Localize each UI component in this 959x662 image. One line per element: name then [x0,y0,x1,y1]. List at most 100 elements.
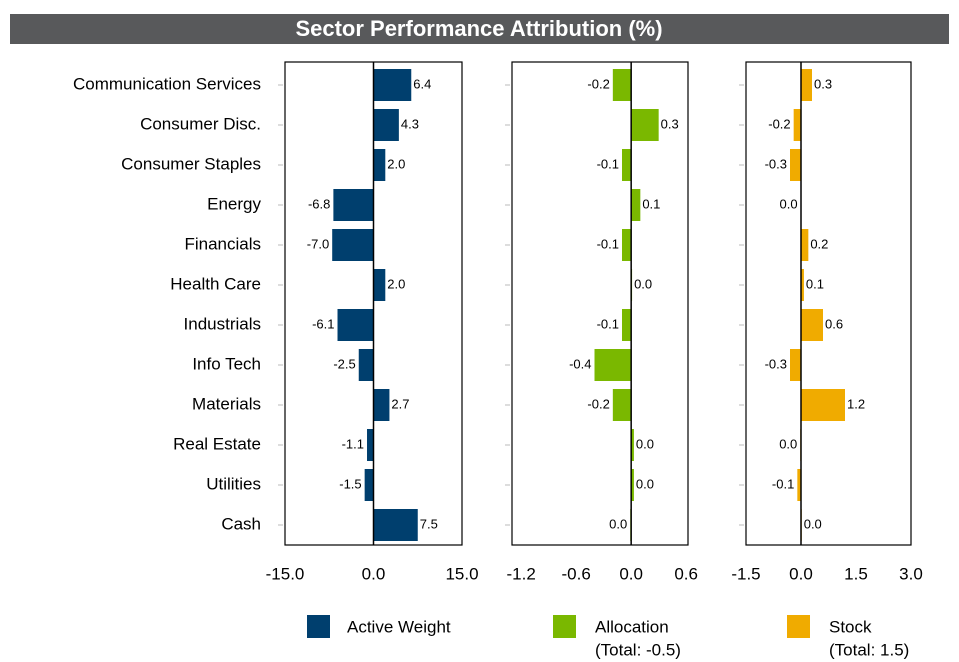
bar [358,349,374,381]
bar [373,509,418,541]
value-label: 0.3 [661,116,679,131]
value-label: -0.1 [597,156,619,171]
bar [790,349,801,381]
bar [631,469,634,501]
panel-frame [511,61,689,546]
x-tick-label: 15.0 [445,564,478,583]
bar [631,429,634,461]
value-label: 0.3 [814,76,832,91]
bar [801,269,804,301]
value-label: 0.0 [780,196,798,211]
category-label: Industrials [184,314,261,333]
x-tick-label: 0.0 [362,564,386,583]
legend-swatch [307,615,330,638]
value-label: 2.0 [387,156,405,171]
bar [801,309,823,341]
category-label: Energy [207,194,261,213]
bar [364,469,374,501]
value-label: 7.5 [420,516,438,531]
bar [373,109,399,141]
value-label: 0.0 [609,516,627,531]
x-tick-label: -0.6 [562,564,591,583]
bar [631,109,659,141]
x-tick-label: 0.0 [789,564,813,583]
value-label: 0.0 [804,516,822,531]
x-tick-label: 1.5 [844,564,868,583]
bar [373,69,412,101]
value-label: 0.2 [810,236,828,251]
panel-frame [284,61,463,546]
value-label: 0.0 [779,436,797,451]
value-label: -0.2 [587,76,609,91]
category-label: Consumer Disc. [140,114,261,133]
bar [594,349,632,381]
value-label: 2.0 [387,276,405,291]
legend-label: Stock [829,617,872,636]
value-label: -0.3 [765,156,787,171]
x-tick-label: 0.6 [674,564,698,583]
category-label: Communication Services [73,74,261,93]
value-label: 1.2 [847,396,865,411]
value-label: -0.1 [772,476,794,491]
x-tick-label: -1.5 [731,564,760,583]
legend-total: (Total: 1.5) [829,640,909,659]
x-tick-label: 3.0 [899,564,923,583]
value-label: 0.0 [636,436,654,451]
value-label: 0.1 [806,276,824,291]
value-label: -1.1 [342,436,364,451]
category-label: Cash [221,514,261,533]
bar [333,189,374,221]
legend-swatch [787,615,810,638]
bar [367,429,374,461]
value-label: 4.3 [401,116,419,131]
title-bar [10,14,949,44]
legend-swatch [553,615,576,638]
bar [373,149,386,181]
value-label: 0.6 [825,316,843,331]
bar [332,229,374,261]
value-label: -0.4 [569,356,591,371]
bar [373,389,390,421]
legend-label: Active Weight [347,617,451,636]
value-label: -6.1 [312,316,334,331]
x-tick-label: 0.0 [619,564,643,583]
value-label: -0.1 [597,316,619,331]
bar [622,229,632,261]
value-label: -0.2 [768,116,790,131]
value-label: 2.7 [391,396,409,411]
legend-total: (Total: -0.5) [595,640,681,659]
category-label: Utilities [206,474,261,493]
category-label: Financials [184,234,261,253]
bar [801,389,845,421]
value-label: -0.3 [765,356,787,371]
panel-frame [745,61,912,546]
value-label: 0.1 [642,196,660,211]
legend-label: Allocation [595,617,669,636]
bar [612,69,632,101]
bar [801,229,809,261]
category-label: Materials [192,394,261,413]
bar [801,69,812,101]
value-label: 0.0 [636,476,654,491]
value-label: -0.2 [587,396,609,411]
bar [622,149,632,181]
chart-title: Sector Performance Attribution (%) [295,16,662,41]
bar [337,309,374,341]
bar [373,269,386,301]
value-label: -0.1 [597,236,619,251]
value-label: -2.5 [333,356,355,371]
x-tick-label: -1.2 [507,564,536,583]
value-label: 0.0 [634,276,652,291]
category-label: Info Tech [192,354,261,373]
category-label: Real Estate [173,434,261,453]
bar [793,109,801,141]
bar [612,389,632,421]
bar [622,309,632,341]
value-label: -1.5 [339,476,361,491]
value-label: -6.8 [308,196,330,211]
bar [790,149,801,181]
value-label: 6.4 [413,76,431,91]
bar [797,469,801,501]
category-label: Consumer Staples [121,154,261,173]
